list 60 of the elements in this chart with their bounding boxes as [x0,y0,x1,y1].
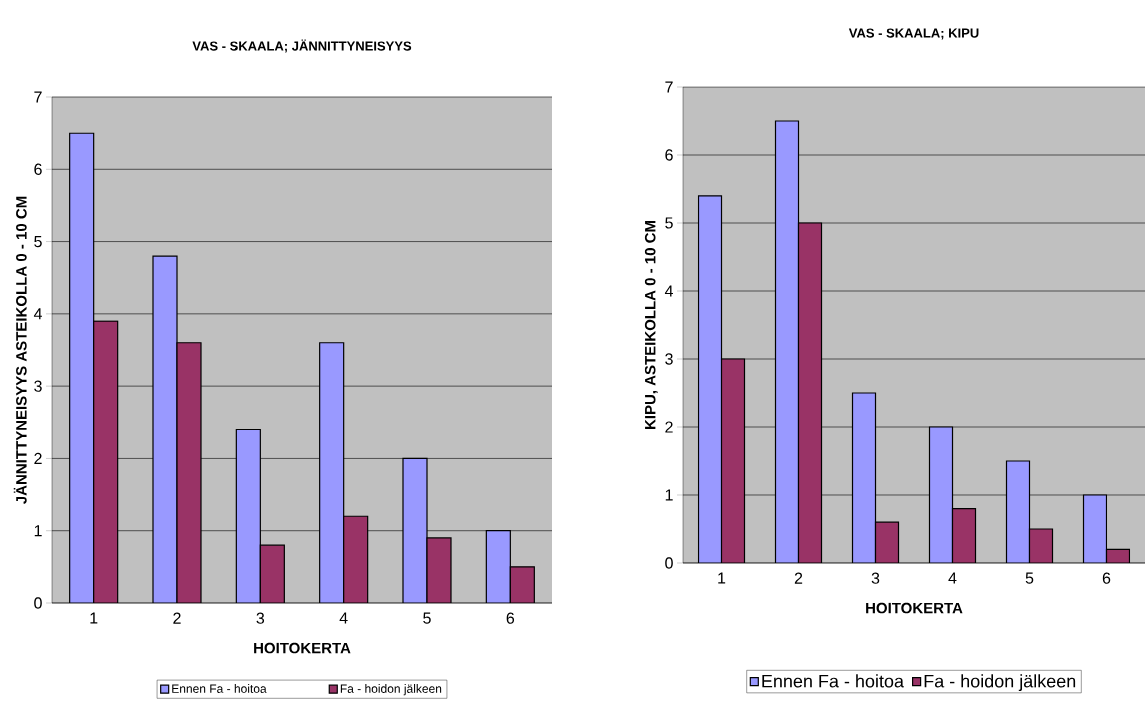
bar [93,320,119,603]
x-tick-label: 1 [718,572,726,584]
bar [259,544,285,603]
x-tick-label: 3 [871,572,880,584]
y-tick-label: 7 [34,91,42,103]
bar [697,195,723,563]
bar [343,515,369,603]
y-tick-label: 4 [664,285,673,297]
y-tick-label: 3 [665,353,673,365]
bar [797,222,823,563]
y-tick-label: 2 [665,421,673,433]
x-tick-label: 3 [256,612,265,624]
bar [319,342,345,603]
x-tick-label: 4 [339,612,348,624]
x-tick-label: 2 [794,572,803,584]
bar [152,255,178,603]
legend-label: Fa - hoidon jälkeen [340,684,442,696]
y-tick-label: 0 [665,557,673,569]
y-axis-title: JÄNNITTYNEISYYS ASTEIKOLLA 0 - 10 CM [13,196,27,504]
y-tick-label: 6 [34,163,42,175]
chart-title: VAS - SKAALA; KIPU [848,28,979,40]
x-axis-title: HOITOKERTA [254,642,351,654]
bar [235,428,261,603]
bar [720,358,746,563]
bar [69,132,95,603]
y-tick-label: 3 [34,380,42,392]
y-tick-label: 1 [34,525,42,537]
y-tick-label: 7 [665,81,673,93]
bar [774,120,800,563]
x-tick-label: 4 [948,572,957,584]
y-tick-label: 6 [665,149,673,161]
legend-label: Fa - hoidon jälkeen [924,674,1076,692]
y-tick-label: 0 [34,597,42,609]
x-tick-label: 5 [1025,572,1034,584]
x-tick-label: 6 [506,612,515,624]
y-tick-label: 4 [33,308,42,320]
y-tick-label: 1 [665,489,673,501]
y-tick-label: 5 [665,217,673,229]
chart-title: VAS - SKAALA; JÄNNITTYNEISYYS [192,39,412,53]
y-tick-label: 5 [34,235,42,248]
x-tick-label: 2 [173,612,181,624]
bar [851,392,877,563]
bar [951,508,977,563]
bar [485,530,511,603]
y-tick-label: 2 [34,452,42,465]
x-tick-label: 5 [423,612,431,624]
x-tick-label: 1 [90,612,98,624]
x-axis-title: HOITOKERTA [866,602,963,614]
bar [509,566,535,603]
y-axis-title: KIPU, ASTEIKOLLA 0 - 10 CM [644,221,658,430]
bar [928,426,954,563]
bar [874,521,900,563]
legend-label: Ennen Fa - hoitoa [172,684,267,693]
x-tick-label: 6 [1102,572,1111,584]
bar [402,457,428,603]
bar [176,342,202,603]
bar [1028,528,1054,563]
legend-label: Ennen Fa - hoitoa [762,674,904,688]
bar [1082,494,1108,563]
bar [1005,460,1031,563]
